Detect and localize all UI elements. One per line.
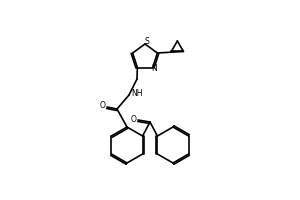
Text: N: N	[151, 64, 157, 73]
Text: NH: NH	[131, 88, 142, 98]
Text: O: O	[100, 102, 106, 110]
Text: O: O	[131, 116, 137, 124]
Text: S: S	[145, 38, 149, 46]
